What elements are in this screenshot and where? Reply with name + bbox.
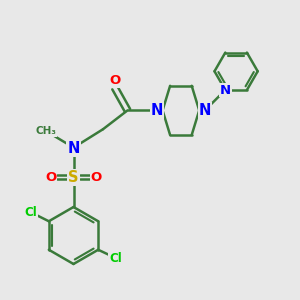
Text: N: N <box>151 103 163 118</box>
Text: CH₃: CH₃ <box>35 126 56 136</box>
Text: O: O <box>91 171 102 184</box>
Text: N: N <box>67 141 80 156</box>
Text: Cl: Cl <box>109 252 122 265</box>
Text: Cl: Cl <box>24 206 37 219</box>
Text: N: N <box>220 83 231 97</box>
Text: S: S <box>68 170 79 185</box>
Text: O: O <box>109 74 121 87</box>
Text: N: N <box>199 103 211 118</box>
Text: O: O <box>45 171 56 184</box>
